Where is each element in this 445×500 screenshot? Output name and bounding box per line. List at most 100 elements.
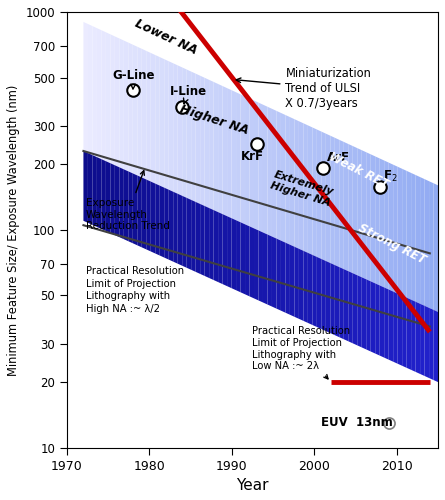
Polygon shape bbox=[259, 102, 263, 232]
Polygon shape bbox=[357, 148, 362, 278]
Polygon shape bbox=[124, 40, 128, 172]
Polygon shape bbox=[388, 290, 393, 362]
Polygon shape bbox=[227, 88, 231, 218]
Polygon shape bbox=[295, 246, 299, 319]
Polygon shape bbox=[128, 42, 133, 173]
Polygon shape bbox=[420, 304, 425, 376]
Polygon shape bbox=[164, 188, 169, 260]
Polygon shape bbox=[407, 171, 411, 300]
Polygon shape bbox=[344, 142, 348, 271]
Polygon shape bbox=[254, 100, 259, 230]
Polygon shape bbox=[263, 104, 267, 234]
Polygon shape bbox=[335, 265, 339, 337]
Text: Weak RET: Weak RET bbox=[327, 150, 391, 192]
Polygon shape bbox=[344, 269, 348, 342]
Polygon shape bbox=[398, 166, 402, 296]
Text: KrF: KrF bbox=[241, 150, 264, 162]
Polygon shape bbox=[146, 180, 151, 252]
Polygon shape bbox=[173, 64, 178, 194]
Polygon shape bbox=[353, 146, 357, 275]
Polygon shape bbox=[138, 46, 142, 178]
Polygon shape bbox=[142, 49, 146, 180]
Polygon shape bbox=[321, 132, 326, 261]
Polygon shape bbox=[295, 119, 299, 249]
Polygon shape bbox=[196, 74, 200, 204]
Polygon shape bbox=[425, 179, 429, 308]
Polygon shape bbox=[191, 200, 196, 272]
Polygon shape bbox=[267, 234, 272, 306]
Polygon shape bbox=[160, 57, 164, 188]
Polygon shape bbox=[393, 292, 398, 364]
Polygon shape bbox=[218, 84, 222, 214]
Polygon shape bbox=[124, 170, 128, 241]
Polygon shape bbox=[433, 310, 438, 382]
Polygon shape bbox=[133, 44, 138, 176]
Polygon shape bbox=[366, 152, 371, 282]
Text: I-Line: I-Line bbox=[170, 85, 207, 104]
Polygon shape bbox=[388, 162, 393, 292]
Polygon shape bbox=[303, 251, 308, 323]
Polygon shape bbox=[182, 68, 186, 198]
Polygon shape bbox=[83, 151, 88, 223]
Polygon shape bbox=[335, 138, 339, 267]
Text: Lower NA: Lower NA bbox=[133, 17, 199, 57]
Polygon shape bbox=[371, 282, 375, 354]
Polygon shape bbox=[299, 121, 303, 251]
Polygon shape bbox=[263, 232, 267, 304]
Polygon shape bbox=[290, 117, 295, 246]
Polygon shape bbox=[178, 66, 182, 196]
Text: F$_2$: F$_2$ bbox=[383, 168, 397, 184]
Text: G-Line: G-Line bbox=[112, 70, 155, 89]
Polygon shape bbox=[222, 86, 227, 216]
Polygon shape bbox=[416, 302, 420, 374]
Polygon shape bbox=[115, 36, 119, 168]
Polygon shape bbox=[348, 144, 353, 273]
Polygon shape bbox=[272, 236, 276, 308]
Polygon shape bbox=[317, 257, 321, 329]
Polygon shape bbox=[88, 153, 93, 225]
Polygon shape bbox=[299, 249, 303, 321]
Polygon shape bbox=[362, 150, 366, 280]
Polygon shape bbox=[178, 194, 182, 266]
Polygon shape bbox=[272, 109, 276, 238]
Polygon shape bbox=[339, 140, 344, 269]
Polygon shape bbox=[205, 78, 209, 208]
Polygon shape bbox=[169, 61, 173, 192]
Polygon shape bbox=[375, 284, 380, 356]
Y-axis label: Minimum Feature Size/ Exposure Wavelength (nm): Minimum Feature Size/ Exposure Wavelengt… bbox=[7, 84, 20, 376]
Polygon shape bbox=[384, 160, 388, 290]
Polygon shape bbox=[160, 186, 164, 258]
Polygon shape bbox=[110, 163, 115, 235]
Polygon shape bbox=[375, 156, 380, 286]
Polygon shape bbox=[276, 238, 281, 310]
Polygon shape bbox=[155, 55, 160, 186]
Polygon shape bbox=[398, 294, 402, 366]
Polygon shape bbox=[222, 214, 227, 286]
Polygon shape bbox=[236, 92, 241, 222]
Polygon shape bbox=[214, 210, 218, 282]
Polygon shape bbox=[259, 230, 263, 302]
Polygon shape bbox=[433, 184, 438, 312]
Polygon shape bbox=[227, 216, 231, 288]
X-axis label: Year: Year bbox=[236, 478, 269, 493]
Polygon shape bbox=[285, 242, 290, 314]
Polygon shape bbox=[339, 267, 344, 339]
Polygon shape bbox=[231, 90, 236, 220]
Polygon shape bbox=[119, 38, 124, 170]
Polygon shape bbox=[93, 26, 97, 157]
Polygon shape bbox=[186, 198, 191, 270]
Polygon shape bbox=[285, 115, 290, 244]
Polygon shape bbox=[290, 244, 295, 317]
Polygon shape bbox=[330, 136, 335, 265]
Polygon shape bbox=[276, 111, 281, 240]
Text: Exposure
Wavelength
Reduction Trend: Exposure Wavelength Reduction Trend bbox=[86, 170, 170, 231]
Text: EUV  13nm: EUV 13nm bbox=[321, 416, 392, 430]
Polygon shape bbox=[164, 59, 169, 190]
Polygon shape bbox=[380, 286, 384, 358]
Polygon shape bbox=[250, 98, 254, 228]
Polygon shape bbox=[371, 154, 375, 284]
Polygon shape bbox=[317, 130, 321, 259]
Polygon shape bbox=[200, 76, 205, 206]
Polygon shape bbox=[142, 178, 146, 250]
Polygon shape bbox=[429, 181, 433, 310]
